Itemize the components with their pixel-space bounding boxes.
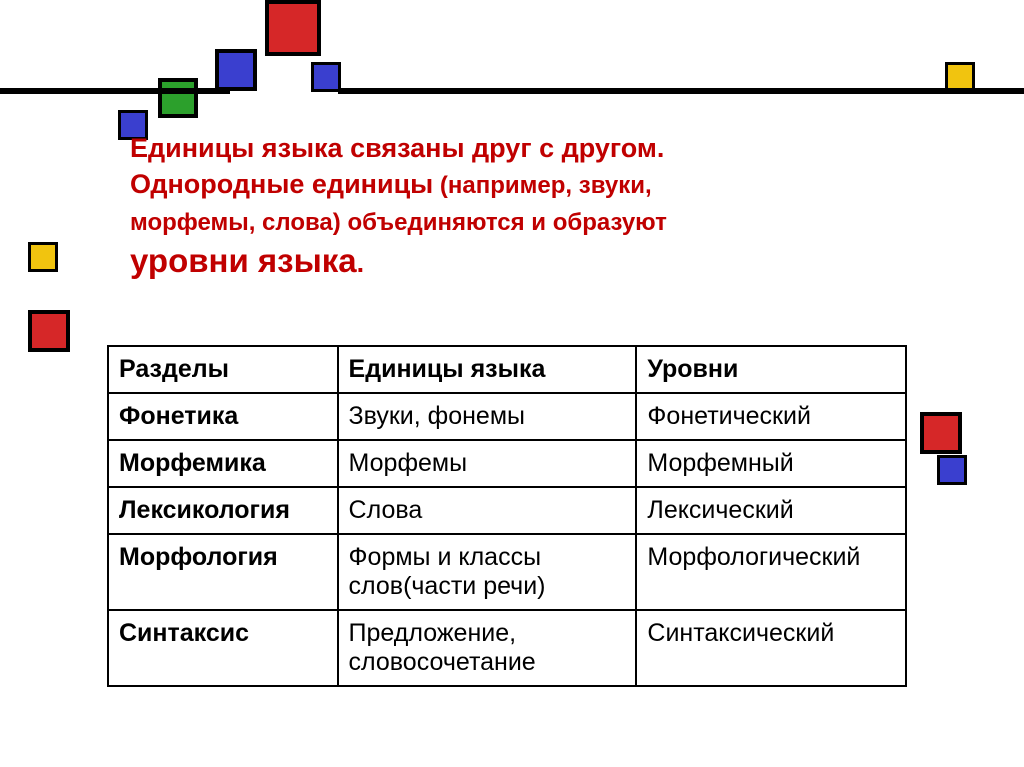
table-cell: Предложение, словосочетание	[338, 610, 637, 686]
text-line4a: уровни языка	[130, 242, 357, 279]
decor-square	[265, 0, 321, 56]
table-cell: Фонетический	[636, 393, 906, 440]
text-line2b: (например, звуки,	[433, 172, 651, 199]
text-line2a: Однородные единицы	[130, 169, 433, 199]
table-cell: Морфология	[108, 534, 338, 610]
text-line4b: .	[357, 248, 365, 278]
table-cell: Слова	[338, 487, 637, 534]
header-sections: Разделы	[108, 346, 338, 393]
table-cell: Лексикология	[108, 487, 338, 534]
decor-square	[28, 242, 58, 272]
table-cell: Синтаксис	[108, 610, 338, 686]
table-body: ФонетикаЗвуки, фонемыФонетическийМорфеми…	[108, 393, 906, 686]
table-cell: Морфемы	[338, 440, 637, 487]
decor-square	[937, 455, 967, 485]
decor-square	[215, 49, 257, 91]
decor-square	[311, 62, 341, 92]
table-cell: Звуки, фонемы	[338, 393, 637, 440]
decor-square	[158, 78, 198, 118]
intro-text: Единицы языка связаны друг с другом. Одн…	[130, 130, 870, 284]
decor-line	[338, 88, 1024, 94]
table-cell: Лексический	[636, 487, 906, 534]
table-cell: Формы и классы слов(части речи)	[338, 534, 637, 610]
table-header-row: Разделы Единицы языка Уровни	[108, 346, 906, 393]
table-row: ФонетикаЗвуки, фонемыФонетический	[108, 393, 906, 440]
table-row: СинтаксисПредложение, словосочетаниеСинт…	[108, 610, 906, 686]
decor-line	[0, 88, 230, 94]
table-cell: Морфемный	[636, 440, 906, 487]
table-cell: Морфологический	[636, 534, 906, 610]
table-cell: Фонетика	[108, 393, 338, 440]
text-line3: морфемы, слова) объединяются и образуют	[130, 209, 667, 236]
decor-square	[28, 310, 70, 352]
header-units: Единицы языка	[338, 346, 637, 393]
table-cell: Синтаксический	[636, 610, 906, 686]
text-line1: Единицы языка связаны друг с другом.	[130, 133, 664, 163]
table-row: МорфологияФормы и классы слов(части речи…	[108, 534, 906, 610]
table-row: МорфемикаМорфемыМорфемный	[108, 440, 906, 487]
header-levels: Уровни	[636, 346, 906, 393]
decor-square	[920, 412, 962, 454]
table-row: ЛексикологияСловаЛексический	[108, 487, 906, 534]
table-cell: Морфемика	[108, 440, 338, 487]
language-levels-table: Разделы Единицы языка Уровни ФонетикаЗву…	[107, 345, 907, 687]
